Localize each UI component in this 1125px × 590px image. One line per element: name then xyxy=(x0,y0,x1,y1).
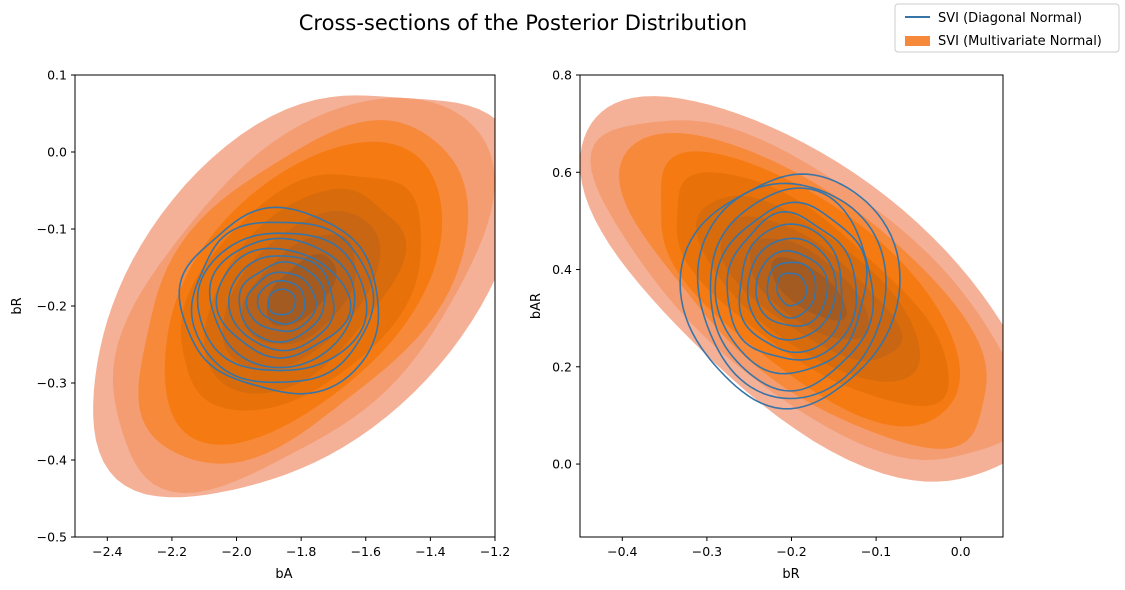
right-line-density xyxy=(679,173,901,410)
x-tick-label: −1.6 xyxy=(351,544,381,559)
line-contour-level-0 xyxy=(679,173,901,410)
y-tick-label: 0.0 xyxy=(47,145,67,160)
line-contour-level-7 xyxy=(245,271,318,333)
left-y-axis-label: bR xyxy=(10,297,25,314)
line-contour-level-9 xyxy=(776,272,808,307)
y-tick-label: 0.2 xyxy=(552,359,572,374)
left-x-ticks: −2.4 −2.2 −2.0 −1.8 −1.6 −1.4 −1.2 xyxy=(92,537,510,559)
right-y-axis-label: bAR xyxy=(529,293,544,319)
x-tick-label: −0.4 xyxy=(607,544,637,559)
line-contour-level-5 xyxy=(738,223,843,354)
y-tick-label: 0.1 xyxy=(47,68,67,83)
figure-title: Cross-sections of the Posterior Distribu… xyxy=(299,11,747,35)
line-contour-level-6 xyxy=(746,237,837,341)
right-y-ticks: 0.8 0.6 0.4 0.2 0.0 xyxy=(552,68,580,472)
line-contour-level-6 xyxy=(238,261,326,343)
y-tick-label: 0.6 xyxy=(552,165,572,180)
y-tick-label: 0.8 xyxy=(552,68,572,83)
y-tick-label: −0.1 xyxy=(37,222,67,237)
line-contour-level-4 xyxy=(215,247,352,359)
x-tick-label: −0.3 xyxy=(692,544,722,559)
y-tick-label: −0.4 xyxy=(37,453,67,468)
left-line-density xyxy=(178,206,380,395)
x-tick-label: −0.1 xyxy=(861,544,891,559)
line-contour-level-5 xyxy=(228,255,335,352)
legend-label-diagonal: SVI (Diagonal Normal) xyxy=(938,11,1082,26)
line-contour-level-7 xyxy=(755,249,829,327)
left-y-ticks: 0.1 0.0 −0.1 −0.2 −0.3 −0.4 −0.5 xyxy=(37,68,75,545)
x-tick-label: −2.4 xyxy=(92,544,122,559)
x-tick-label: −0.2 xyxy=(776,544,806,559)
left-x-axis-label: bA xyxy=(275,567,292,582)
line-contour-level-3 xyxy=(714,201,868,375)
y-tick-label: 0.4 xyxy=(552,262,572,277)
y-tick-label: −0.5 xyxy=(37,530,67,545)
line-contour-level-4 xyxy=(726,210,858,361)
legend: SVI (Diagonal Normal) SVI (Multivariate … xyxy=(894,3,1120,53)
line-contour-level-1 xyxy=(190,221,375,384)
right-axes: −0.4 −0.3 −0.2 −0.1 0.0 0.8 0.6 0.4 0.2 0.0 bR b… xyxy=(529,68,1004,582)
y-tick-label: −0.3 xyxy=(37,376,67,391)
legend-box xyxy=(894,3,1120,53)
line-contour-level-8 xyxy=(766,261,817,319)
y-tick-label: 0.0 xyxy=(552,457,572,472)
right-x-axis-label: bR xyxy=(782,567,799,582)
line-contour-level-0 xyxy=(178,206,380,395)
x-tick-label: 0.0 xyxy=(951,544,971,559)
right-x-ticks: −0.4 −0.3 −0.2 −0.1 0.0 xyxy=(607,537,971,559)
x-tick-label: −2.2 xyxy=(157,544,187,559)
line-contour-level-1 xyxy=(696,182,887,400)
line-contour-level-9 xyxy=(267,288,297,316)
line-contour-level-2 xyxy=(709,187,875,392)
right-filled-density xyxy=(580,96,1003,482)
left-filled-density xyxy=(93,95,495,498)
line-contour-level-2 xyxy=(196,232,368,372)
x-tick-label: −1.4 xyxy=(415,544,445,559)
legend-label-multivariate: SVI (Multivariate Normal) xyxy=(938,34,1102,49)
x-tick-label: −2.0 xyxy=(221,544,251,559)
line-contour-level-3 xyxy=(208,237,356,369)
legend-swatch-multivariate xyxy=(905,36,930,46)
left-axes: −2.4 −2.2 −2.0 −1.8 −1.6 −1.4 −1.2 0.1 0.0 −0.1 −… xyxy=(10,68,510,583)
x-tick-label: −1.2 xyxy=(480,544,510,559)
x-tick-label: −1.8 xyxy=(286,544,316,559)
y-tick-label: −0.2 xyxy=(37,299,67,314)
line-contour-level-8 xyxy=(256,279,306,325)
